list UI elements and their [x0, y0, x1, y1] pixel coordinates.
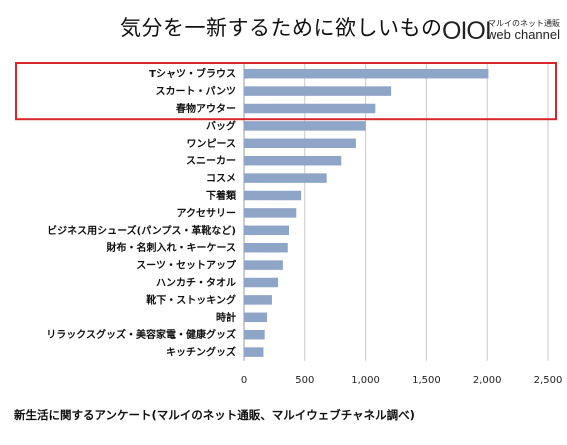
category-label: コスメ: [206, 173, 236, 185]
bar: [244, 155, 342, 166]
bar: [244, 121, 366, 131]
x-tick-label: 0: [241, 375, 247, 386]
source-note: 新生活に関するアンケート(マルイのネット通販、マルイウェブチャネル調べ): [14, 408, 415, 422]
category-label: 靴下・ストッキング: [146, 293, 236, 306]
bar: [244, 329, 265, 340]
category-label: 時計: [216, 311, 236, 324]
bar: [244, 190, 302, 201]
bar: [244, 347, 264, 357]
category-label: Tシャツ・ブラウス: [149, 67, 236, 80]
bar: [244, 173, 327, 183]
x-tick-label: 1,500: [412, 375, 441, 386]
category-label: バッグ: [206, 119, 236, 132]
bar: [244, 225, 289, 236]
bar: [244, 312, 268, 323]
category-label: ビジネス用シューズ(パンプス・革靴など): [47, 224, 236, 237]
category-label: スカート・パンツ: [156, 86, 237, 98]
logo-text: web channel: [487, 27, 560, 42]
bar: [244, 103, 376, 114]
bar: [244, 277, 279, 288]
chart-title: 気分を一新するために欲しいもの: [120, 16, 443, 40]
category-label: ワンピース: [187, 138, 237, 150]
bar: [244, 68, 489, 79]
x-tick-label: 500: [295, 375, 314, 386]
x-tick-labels: 0 500 1,000 1,500 2,000 2,500: [241, 375, 563, 386]
x-tick-label: 2,000: [473, 375, 502, 386]
bar: [244, 260, 283, 270]
category-label: スニーカー: [186, 155, 236, 167]
category-label: 下着類: [206, 189, 237, 202]
category-label: ハンカチ・タオル: [156, 277, 236, 289]
logo-mark: OIOI: [442, 17, 492, 45]
bar-chart: Tシャツ・ブラウススカート・パンツ春物アウターバッグワンピーススニーカーコスメ下…: [15, 62, 563, 386]
bar: [244, 86, 392, 96]
bar: [244, 138, 356, 149]
category-label: アクセサリー: [177, 207, 237, 219]
bar: [244, 208, 297, 218]
brand-logo: OIOI マルイのネット通販 web channel: [442, 16, 562, 46]
bar: [244, 242, 288, 253]
category-label: スーツ・セットアップ: [136, 259, 237, 272]
highlight-group: [15, 62, 557, 121]
highlight-box: [15, 62, 557, 121]
x-tick-label: 2,500: [534, 375, 563, 386]
category-label: 春物アウター: [176, 102, 236, 115]
bar: [244, 295, 272, 305]
category-label: リラックスグッズ・美容家電・健康グッズ: [46, 328, 236, 341]
category-label: 財布・名刺入れ・キーケース: [106, 241, 237, 254]
category-label: キッチングッズ: [166, 346, 236, 359]
bars: [244, 68, 489, 357]
logo-subtitle: マルイのネット通販: [488, 19, 560, 28]
x-tick-label: 1,000: [351, 375, 380, 386]
category-labels: Tシャツ・ブラウススカート・パンツ春物アウターバッグワンピーススニーカーコスメ下…: [46, 67, 237, 358]
